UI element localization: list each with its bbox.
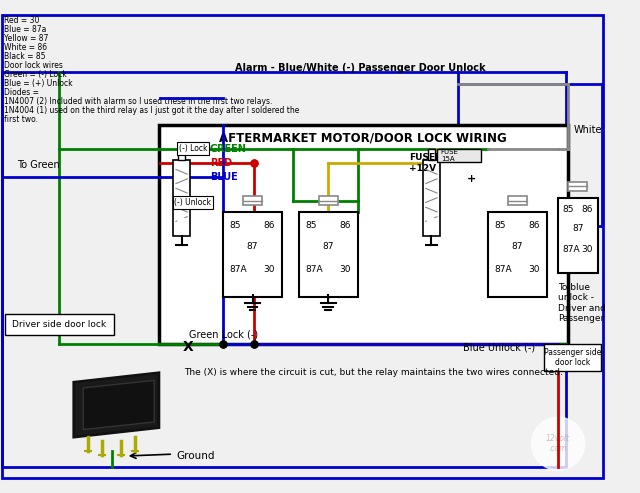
Bar (428, 148, 435, 160)
Circle shape (532, 417, 584, 470)
Bar (437, 148, 481, 162)
Text: 87: 87 (247, 242, 259, 251)
Text: 87: 87 (572, 224, 584, 233)
Text: AFTERMARKET MOTOR/DOOR LOCK WIRING: AFTERMARKET MOTOR/DOOR LOCK WIRING (220, 132, 507, 144)
Text: Black = 85: Black = 85 (4, 52, 45, 61)
Text: Door lock wires: Door lock wires (4, 61, 63, 70)
Text: 30: 30 (339, 265, 351, 274)
Circle shape (178, 217, 186, 225)
Bar (159, 125, 568, 345)
Circle shape (428, 217, 435, 225)
Text: Diodes =: Diodes = (4, 88, 39, 97)
Text: Blue = (+) Unlock: Blue = (+) Unlock (4, 79, 72, 88)
Bar (299, 212, 358, 297)
Text: 87A: 87A (230, 265, 248, 274)
Text: White = 86: White = 86 (4, 43, 47, 52)
Text: To blue
unlock -
Driver and
Passenger: To blue unlock - Driver and Passenger (558, 283, 606, 323)
Text: 86: 86 (582, 206, 593, 214)
Text: Blue = 87a: Blue = 87a (4, 25, 46, 34)
Text: 87A: 87A (563, 245, 580, 254)
Text: Green = (-) Lock: Green = (-) Lock (4, 70, 67, 79)
Text: RED: RED (210, 158, 232, 168)
Bar (173, 160, 190, 236)
Text: BLUE: BLUE (210, 172, 237, 182)
Circle shape (465, 172, 477, 185)
Text: 87: 87 (511, 242, 523, 251)
Text: +: + (467, 174, 476, 184)
Text: Alarm - Blue/White (-) Passenger Door Unlock: Alarm - Blue/White (-) Passenger Door Un… (235, 63, 485, 72)
Bar (423, 160, 440, 236)
Polygon shape (83, 380, 154, 429)
Text: 85: 85 (563, 206, 574, 214)
Text: Ground: Ground (176, 451, 214, 461)
Text: FUSED
+12V: FUSED +12V (408, 153, 442, 173)
Text: Passenger side
door lock: Passenger side door lock (543, 348, 601, 367)
Text: 85: 85 (495, 221, 506, 230)
Text: 12volt
.com: 12volt .com (546, 434, 570, 454)
Bar (243, 196, 262, 206)
Text: 30: 30 (582, 245, 593, 254)
Text: Driver side door lock: Driver side door lock (12, 320, 106, 329)
Text: first two.: first two. (4, 115, 38, 124)
Text: 87A: 87A (495, 265, 513, 274)
Bar (319, 196, 338, 206)
Text: (-) Unlock: (-) Unlock (175, 198, 211, 207)
Bar (488, 212, 547, 297)
Text: X: X (182, 340, 193, 353)
Text: (-) Lock: (-) Lock (179, 144, 207, 153)
Bar (178, 148, 186, 160)
Text: 86: 86 (264, 221, 275, 230)
Text: 85: 85 (305, 221, 317, 230)
Text: 1N4004 (1) used on the third relay as I just got it the day after I soldered the: 1N4004 (1) used on the third relay as I … (4, 106, 299, 115)
Text: 86: 86 (339, 221, 351, 230)
Bar (508, 196, 527, 206)
Text: Red = 30: Red = 30 (4, 16, 39, 25)
Text: 1N4007 (2) Included with alarm so I used these in the first two relays.: 1N4007 (2) Included with alarm so I used… (4, 97, 272, 106)
Bar (558, 198, 598, 274)
Polygon shape (74, 373, 159, 437)
Text: 85: 85 (230, 221, 241, 230)
Text: GREEN: GREEN (210, 143, 247, 154)
Bar (223, 212, 282, 297)
Text: Green Lock (-): Green Lock (-) (189, 329, 259, 339)
Text: 86: 86 (529, 221, 540, 230)
Bar (4, 314, 113, 335)
Text: 30: 30 (529, 265, 540, 274)
Text: The (X) is where the circuit is cut, but the relay maintains the two wires conne: The (X) is where the circuit is cut, but… (184, 368, 563, 377)
Text: Yellow = 87: Yellow = 87 (4, 34, 48, 43)
Text: Blue Unlock (-): Blue Unlock (-) (463, 343, 536, 352)
Text: 87: 87 (323, 242, 334, 251)
Text: 30: 30 (264, 265, 275, 274)
Text: White: White (573, 125, 602, 135)
Text: To Green: To Green (17, 160, 60, 170)
Text: 87A: 87A (305, 265, 323, 274)
Bar (544, 345, 601, 371)
Bar (568, 182, 588, 191)
Text: FUSE
15A: FUSE 15A (441, 149, 459, 162)
